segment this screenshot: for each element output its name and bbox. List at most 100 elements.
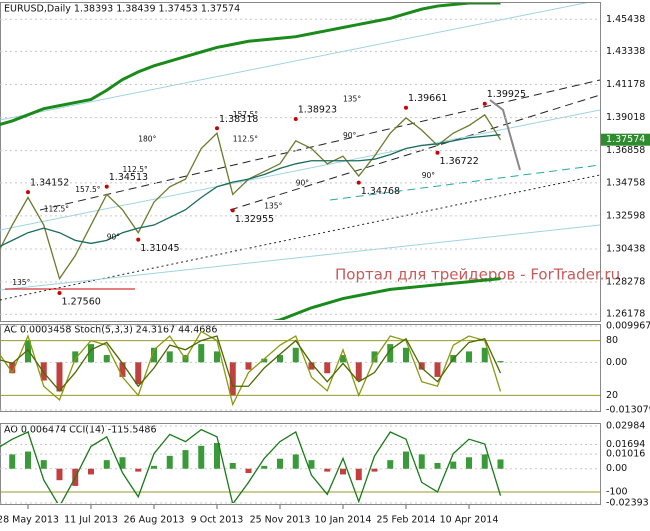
series-line xyxy=(272,277,501,320)
bar xyxy=(166,351,173,363)
annotation-point xyxy=(26,190,30,195)
channel-lines xyxy=(0,3,600,301)
price-tag xyxy=(601,133,650,146)
annotation-point xyxy=(356,180,361,185)
bar xyxy=(292,454,299,469)
y-tick-label: 1.26178 xyxy=(606,309,645,320)
angle-label: 135° xyxy=(343,94,361,103)
panel-frame xyxy=(0,324,601,412)
angle-label: 90° xyxy=(343,131,357,140)
y-tick-label: 1.39018 xyxy=(606,112,645,123)
annotation: 1.34152 xyxy=(30,178,69,189)
bar xyxy=(434,463,441,469)
annotation: 1.39925 xyxy=(487,89,526,100)
bar xyxy=(72,351,79,363)
y-tick-label: 1.30438 xyxy=(606,243,645,254)
annotation-point xyxy=(57,291,62,296)
bar xyxy=(229,463,236,469)
price-tag-label: 1.37574 xyxy=(606,134,645,145)
bar xyxy=(355,468,362,481)
annotation-point xyxy=(404,105,408,110)
bar xyxy=(151,347,157,363)
watermark: Портал для трейдеров - ForTrader.ru xyxy=(335,266,620,284)
panel-title: AO 0.006474 CCI(14) -115.5486 xyxy=(4,425,157,436)
projection xyxy=(489,99,521,171)
y-tick-label: 20 xyxy=(606,390,618,401)
x-tick-label: 25 Nov 2013 xyxy=(250,515,311,526)
bar xyxy=(214,351,220,363)
angle-label: 180° xyxy=(138,134,156,143)
bar xyxy=(198,445,205,469)
series-line xyxy=(0,3,501,127)
y-tick-label: 0.009967 xyxy=(606,321,650,332)
panel-title: AC 0.0003458 Stoch(5,3,3) 24.3167 44.468… xyxy=(4,325,217,336)
y-tick-label: 1.34758 xyxy=(606,177,645,188)
y-tick-label: 0.02984 xyxy=(606,421,645,432)
bar xyxy=(481,347,488,363)
bar xyxy=(135,362,142,385)
angle-label: 90° xyxy=(296,179,310,188)
angle-label: 112.5° xyxy=(233,134,258,143)
bar xyxy=(466,351,472,363)
annotation-point xyxy=(482,101,487,106)
x-tick-label: 10 Jan 2014 xyxy=(315,515,372,526)
panel-frame xyxy=(0,423,601,505)
bar xyxy=(103,355,110,363)
angle-label: 112.5° xyxy=(44,205,69,214)
bar xyxy=(308,362,315,370)
angle-label: 135° xyxy=(264,202,282,211)
bar xyxy=(387,344,394,363)
y-tick-label: 1.41178 xyxy=(606,79,645,90)
bar xyxy=(166,455,173,469)
bar xyxy=(340,468,346,475)
y-tick-label: 0.00 xyxy=(606,463,627,474)
y-tick-label: -0.02393 xyxy=(606,498,649,509)
plot xyxy=(0,330,504,407)
bar xyxy=(308,460,315,469)
angle-label: 112.5° xyxy=(123,165,148,174)
x-tick-label: 9 Oct 2013 xyxy=(191,515,244,526)
std-line xyxy=(0,109,600,231)
annotation: 1.39661 xyxy=(408,93,447,104)
bar xyxy=(418,362,425,370)
angle-label: 135° xyxy=(12,278,30,287)
bar xyxy=(261,358,268,363)
bar xyxy=(324,362,331,374)
x-tick-label: 11 Jul 2013 xyxy=(64,515,118,526)
bar xyxy=(418,454,425,469)
annotation: 1.32955 xyxy=(235,214,274,225)
y-tick-label: 0.00 xyxy=(606,357,627,368)
bar xyxy=(371,468,378,472)
bar xyxy=(56,468,63,481)
bar xyxy=(88,344,94,363)
bar xyxy=(340,355,346,363)
bar xyxy=(497,459,504,469)
bar xyxy=(229,362,236,396)
y-tick-label: 1.45438 xyxy=(606,14,645,25)
trend-line xyxy=(0,174,600,301)
bar xyxy=(497,361,504,363)
y-tick-label: 1.43338 xyxy=(606,46,645,57)
bar xyxy=(466,457,472,469)
series-line xyxy=(0,134,501,248)
bar xyxy=(182,450,189,469)
angle-label: 157.5° xyxy=(233,110,258,119)
series-line xyxy=(0,330,502,407)
x-tick-label: 28 May 2013 xyxy=(0,515,59,526)
annotation-point xyxy=(293,117,298,122)
annotation: 1.34768 xyxy=(361,186,400,197)
bar xyxy=(25,451,31,469)
bar xyxy=(119,457,126,469)
annotation: 1.27560 xyxy=(62,297,101,308)
trend-line xyxy=(39,79,600,211)
bar xyxy=(261,465,268,469)
y-tick-label: 1.32598 xyxy=(606,210,645,221)
bar xyxy=(103,460,110,469)
angle-label: 90° xyxy=(107,232,121,241)
annotation-point xyxy=(230,208,235,213)
y-tick-label: -0.013079 xyxy=(606,405,650,416)
angle-label: 157.5° xyxy=(75,185,100,194)
std-line xyxy=(0,3,588,121)
bar xyxy=(25,340,31,363)
